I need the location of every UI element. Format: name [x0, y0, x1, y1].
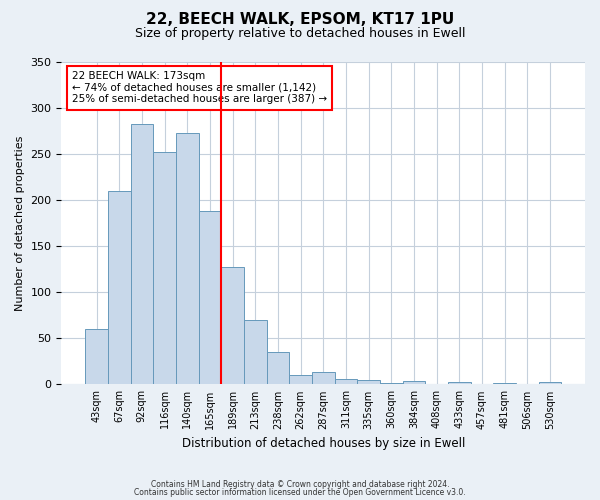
Bar: [380, 382, 403, 384]
Bar: [266, 352, 289, 384]
Bar: [221, 268, 244, 384]
Bar: [108, 190, 131, 384]
Bar: [403, 380, 425, 384]
Text: 22, BEECH WALK, EPSOM, KT17 1PU: 22, BEECH WALK, EPSOM, KT17 1PU: [146, 12, 454, 28]
Bar: [153, 152, 176, 384]
Bar: [312, 372, 335, 384]
Bar: [244, 320, 266, 384]
Bar: [539, 382, 561, 384]
Bar: [357, 380, 380, 384]
Text: 22 BEECH WALK: 173sqm
← 74% of detached houses are smaller (1,142)
25% of semi-d: 22 BEECH WALK: 173sqm ← 74% of detached …: [72, 71, 327, 104]
Y-axis label: Number of detached properties: Number of detached properties: [15, 136, 25, 310]
Text: Contains public sector information licensed under the Open Government Licence v3: Contains public sector information licen…: [134, 488, 466, 497]
Bar: [176, 134, 199, 384]
X-axis label: Distribution of detached houses by size in Ewell: Distribution of detached houses by size …: [182, 437, 465, 450]
Text: Size of property relative to detached houses in Ewell: Size of property relative to detached ho…: [135, 28, 465, 40]
Bar: [335, 379, 357, 384]
Text: Contains HM Land Registry data © Crown copyright and database right 2024.: Contains HM Land Registry data © Crown c…: [151, 480, 449, 489]
Bar: [85, 329, 108, 384]
Bar: [199, 211, 221, 384]
Bar: [131, 124, 153, 384]
Bar: [448, 382, 470, 384]
Bar: [289, 375, 312, 384]
Bar: [493, 382, 516, 384]
